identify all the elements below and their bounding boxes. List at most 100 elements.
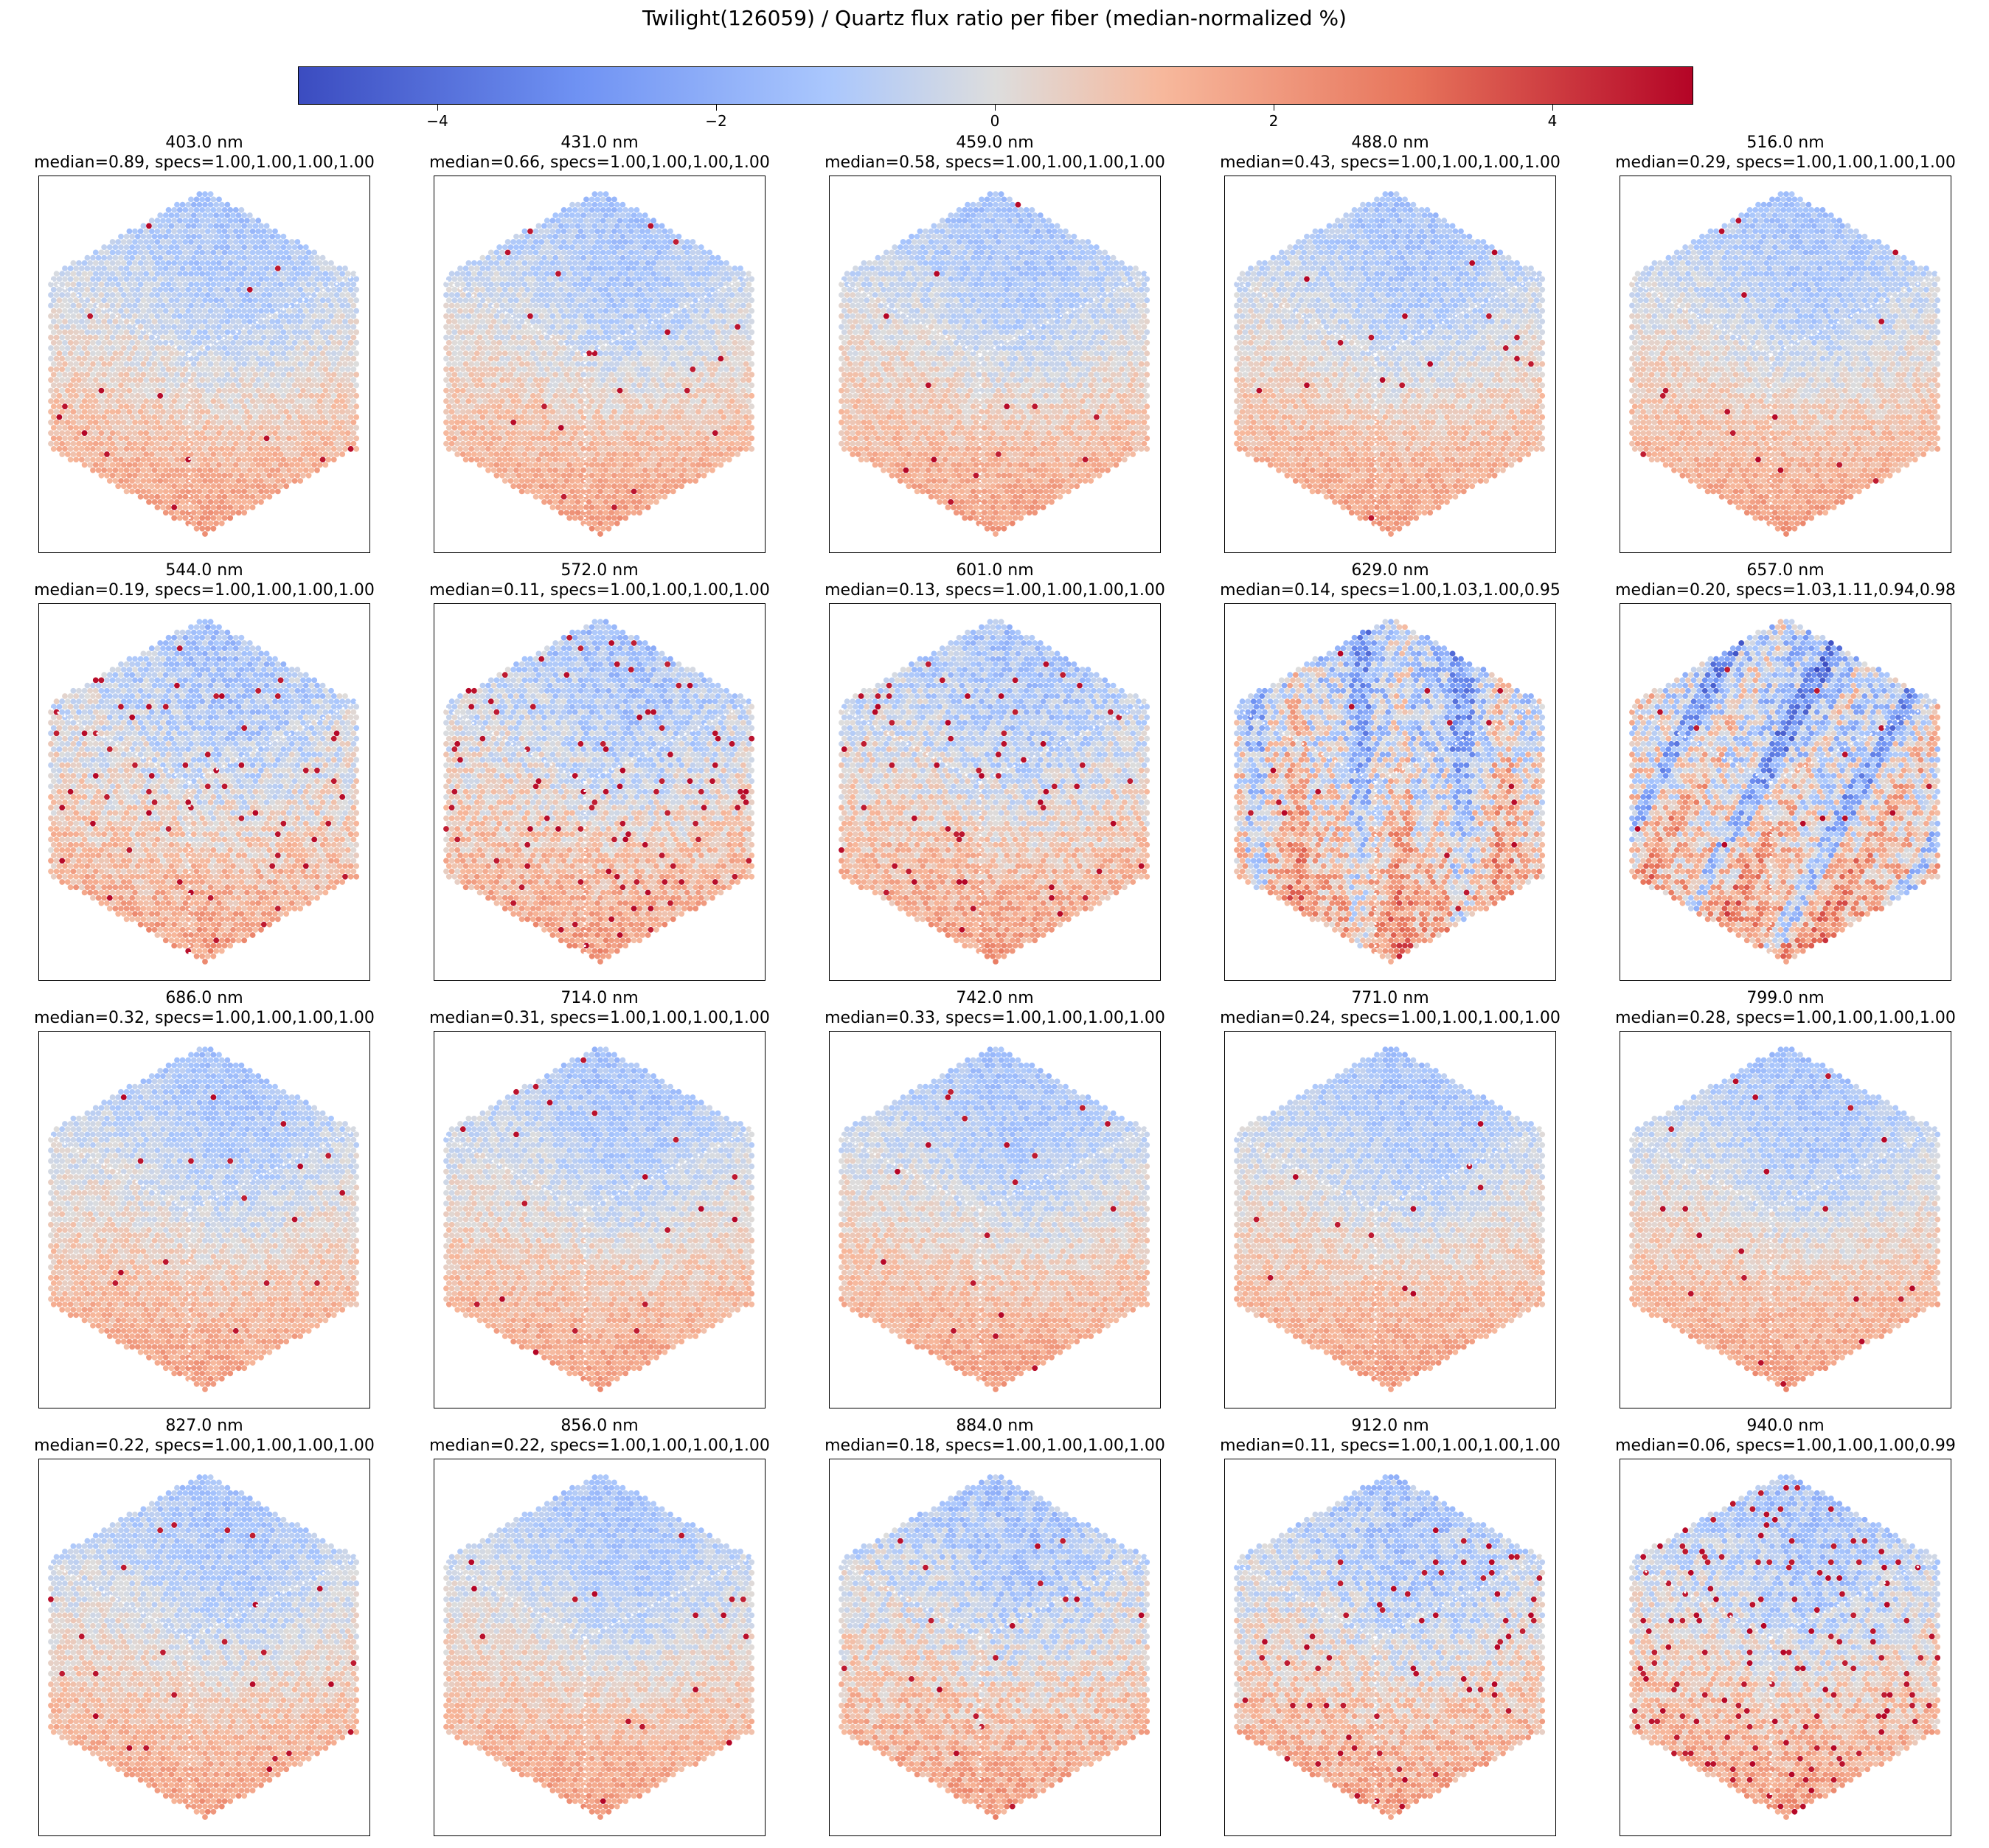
panel-wavelength-title: 827.0 nm	[0, 1416, 414, 1436]
fiber-map-axes	[38, 176, 370, 553]
fiber-map-axes	[829, 1031, 1161, 1408]
fiber-map	[48, 1474, 360, 1820]
fiber-map-axes	[434, 1031, 766, 1408]
fiber-gap-lines	[445, 272, 754, 528]
fiber-map	[48, 619, 360, 965]
fiber-gap-lines	[841, 272, 1149, 528]
fiber-map	[48, 191, 360, 537]
fiber-map	[839, 1046, 1150, 1392]
panel-stats-title: median=0.22, specs=1.00,1.00,1.00,1.00	[0, 1436, 414, 1456]
fiber-map	[1234, 1046, 1546, 1392]
panel-wavelength-title: 629.0 nm	[1180, 560, 1600, 580]
fiber-map	[48, 1046, 360, 1392]
panel-stats-title: median=0.19, specs=1.00,1.00,1.00,1.00	[0, 580, 414, 600]
colorbar-tick-label: 0	[965, 112, 1024, 130]
fiber-gap-lines	[50, 700, 358, 956]
fiber-map	[1629, 619, 1941, 965]
panel-stats-title: median=0.06, specs=1.00,1.00,1.00,0.99	[1575, 1436, 1989, 1456]
panel-stats-title: median=0.20, specs=1.03,1.11,0.94,0.98	[1575, 580, 1989, 600]
colorbar-tick-label: −2	[687, 112, 746, 130]
colorbar-gradient	[298, 66, 1693, 105]
fiber-gap-lines	[1236, 1128, 1544, 1383]
fiber-gap-lines	[445, 1128, 754, 1383]
fiber-map	[443, 619, 755, 965]
fiber-gap-lines	[1631, 1128, 1940, 1383]
panel-stats-title: median=0.11, specs=1.00,1.00,1.00,1.00	[389, 580, 810, 600]
panel-stats-title: median=0.43, specs=1.00,1.00,1.00,1.00	[1180, 153, 1600, 173]
fiber-gap-lines	[1236, 1555, 1544, 1811]
panel-wavelength-title: 799.0 nm	[1575, 988, 1989, 1008]
fiber-map-axes	[829, 603, 1161, 981]
fiber-gap-lines	[50, 1555, 358, 1811]
fiber-gap-lines	[1631, 272, 1940, 528]
fiber-map-axes	[434, 176, 766, 553]
panel-stats-title: median=0.11, specs=1.00,1.00,1.00,1.00	[1180, 1436, 1600, 1456]
fiber-map-axes	[434, 603, 766, 981]
fiber-map-axes	[38, 1031, 370, 1408]
panel-wavelength-title: 516.0 nm	[1575, 133, 1989, 153]
panel-stats-title: median=0.28, specs=1.00,1.00,1.00,1.00	[1575, 1008, 1989, 1028]
fiber-map-axes	[1620, 1031, 1951, 1408]
panel-wavelength-title: 403.0 nm	[0, 133, 414, 153]
fiber-map-axes	[829, 176, 1161, 553]
fiber-map-axes	[829, 1459, 1161, 1836]
panel-stats-title: median=0.32, specs=1.00,1.00,1.00,1.00	[0, 1008, 414, 1028]
panel-stats-title: median=0.18, specs=1.00,1.00,1.00,1.00	[785, 1436, 1205, 1456]
fiber-map	[443, 1474, 755, 1820]
panel-wavelength-title: 459.0 nm	[785, 133, 1205, 153]
fiber-gap-lines	[1236, 700, 1544, 956]
panel-wavelength-title: 657.0 nm	[1575, 560, 1989, 580]
fiber-map	[839, 619, 1150, 965]
panel-wavelength-title: 884.0 nm	[785, 1416, 1205, 1436]
fiber-map	[1629, 191, 1941, 537]
colorbar-tick-label: 2	[1244, 112, 1303, 130]
fiber-map	[1629, 1474, 1941, 1820]
panel-stats-title: median=0.14, specs=1.00,1.03,1.00,0.95	[1180, 580, 1600, 600]
panel-stats-title: median=0.33, specs=1.00,1.00,1.00,1.00	[785, 1008, 1205, 1028]
panel-wavelength-title: 572.0 nm	[389, 560, 810, 580]
panel-wavelength-title: 771.0 nm	[1180, 988, 1600, 1008]
fiber-map-axes	[434, 1459, 766, 1836]
fiber-gap-lines	[50, 272, 358, 528]
fiber-map	[1234, 1474, 1546, 1820]
colorbar-tick-label: 4	[1523, 112, 1582, 130]
colorbar-tick	[995, 105, 996, 111]
fiber-map	[1234, 191, 1546, 537]
fiber-map	[443, 191, 755, 537]
fiber-map-axes	[1224, 1459, 1556, 1836]
fiber-map-axes	[1620, 603, 1951, 981]
panel-stats-title: median=0.29, specs=1.00,1.00,1.00,1.00	[1575, 153, 1989, 173]
fiber-gap-lines	[1236, 272, 1544, 528]
panel-stats-title: median=0.66, specs=1.00,1.00,1.00,1.00	[389, 153, 810, 173]
fiber-gap-lines	[1631, 1555, 1940, 1811]
fiber-map	[839, 191, 1150, 537]
fiber-gap-lines	[445, 700, 754, 956]
fiber-map	[1629, 1046, 1941, 1392]
panel-stats-title: median=0.89, specs=1.00,1.00,1.00,1.00	[0, 153, 414, 173]
colorbar: −4 −2 0 2 4	[298, 66, 1693, 143]
panel-wavelength-title: 431.0 nm	[389, 133, 810, 153]
colorbar-tick	[1552, 105, 1553, 111]
fiber-map	[1234, 619, 1546, 965]
fiber-map-axes	[1224, 603, 1556, 981]
panel-stats-title: median=0.24, specs=1.00,1.00,1.00,1.00	[1180, 1008, 1600, 1028]
fiber-gap-lines	[841, 700, 1149, 956]
fiber-gap-lines	[50, 1128, 358, 1383]
panel-wavelength-title: 856.0 nm	[389, 1416, 810, 1436]
fiber-gap-lines	[841, 1128, 1149, 1383]
panel-stats-title: median=0.58, specs=1.00,1.00,1.00,1.00	[785, 153, 1205, 173]
panel-wavelength-title: 714.0 nm	[389, 988, 810, 1008]
colorbar-tick	[716, 105, 717, 111]
panel-wavelength-title: 742.0 nm	[785, 988, 1205, 1008]
fiber-map-axes	[1224, 1031, 1556, 1408]
colorbar-tick	[437, 105, 438, 111]
figure-title: Twilight(126059) / Quartz flux ratio per…	[0, 6, 1989, 30]
fiber-gap-lines	[445, 1555, 754, 1811]
panel-stats-title: median=0.22, specs=1.00,1.00,1.00,1.00	[389, 1436, 810, 1456]
panel-wavelength-title: 940.0 nm	[1575, 1416, 1989, 1436]
fiber-map	[443, 1046, 755, 1392]
panel-wavelength-title: 601.0 nm	[785, 560, 1205, 580]
panel-stats-title: median=0.31, specs=1.00,1.00,1.00,1.00	[389, 1008, 810, 1028]
fiber-gap-lines	[841, 1555, 1149, 1811]
panel-wavelength-title: 912.0 nm	[1180, 1416, 1600, 1436]
